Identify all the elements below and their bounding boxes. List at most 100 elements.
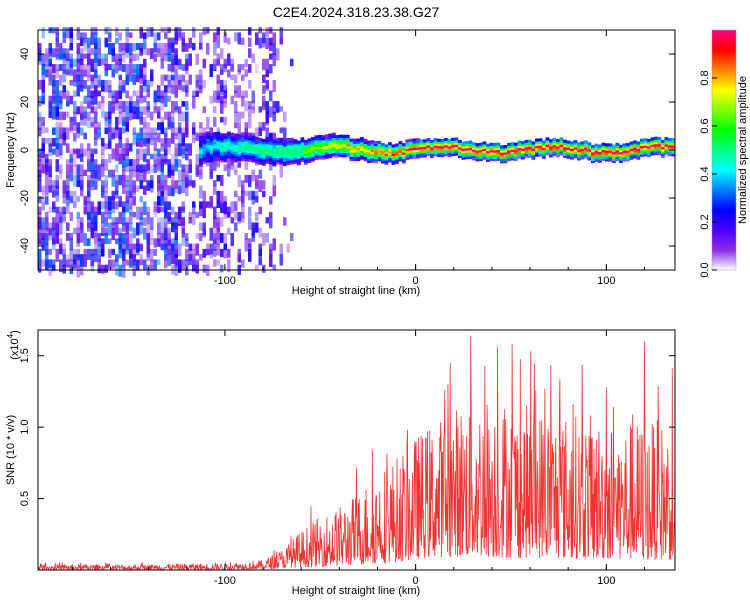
spectrogram-cell — [440, 145, 445, 149]
spectrogram-cell — [328, 142, 333, 146]
spectrogram-cell — [80, 48, 84, 61]
spectrogram-cell — [458, 139, 462, 144]
spectrogram-cell — [202, 106, 206, 114]
spectrogram-cell — [160, 95, 164, 104]
spectrogram-cell — [573, 153, 578, 157]
spectrogram-cell — [419, 154, 424, 158]
spectrogram-cell — [164, 238, 168, 250]
spectrogram-cell — [69, 64, 73, 75]
spectrogram-cell — [286, 161, 291, 166]
spectrogram-cell — [174, 27, 178, 40]
spectrogram-cell — [587, 155, 592, 159]
spectrogram-cell — [332, 149, 336, 154]
spectrogram-cell — [423, 152, 427, 156]
spectrogram-cell — [514, 157, 518, 161]
spectrogram-cell — [132, 180, 136, 193]
spectrogram-cell — [108, 222, 112, 236]
spectrogram-cell — [104, 180, 108, 193]
spectrogram-cell — [185, 90, 189, 97]
spectrogram-cell — [181, 217, 185, 226]
spectrogram-cell — [552, 139, 557, 144]
spectrogram-cell — [293, 145, 298, 149]
spectrogram-cell — [129, 243, 133, 252]
spectrogram-cell — [62, 48, 66, 59]
snr-x-axis-label: Height of straight line (km) — [292, 585, 420, 597]
spectrogram-cell — [283, 152, 287, 156]
spectrogram-cell — [640, 143, 644, 147]
spectrogram-cell — [433, 146, 438, 150]
spectrogram-cell — [342, 154, 347, 158]
spectrogram-cell — [619, 151, 623, 155]
spectrogram-cell — [307, 149, 312, 153]
spectrogram-cell — [153, 127, 157, 135]
spectrogram-cell — [636, 152, 641, 156]
spectrogram-cell — [209, 139, 214, 143]
spectrogram-cell — [118, 101, 122, 109]
spectrogram-cell — [202, 143, 207, 147]
spectrogram-cell — [339, 136, 343, 140]
spectrogram-cell — [83, 148, 87, 157]
spectrogram-cell — [80, 254, 84, 267]
spectrogram-cell — [234, 90, 238, 98]
spectrogram-cell — [405, 143, 410, 147]
spectrogram-cell — [563, 141, 567, 146]
spectrogram-cell — [241, 143, 245, 147]
spectrogram-cell — [167, 64, 171, 72]
spectrogram-cell — [160, 153, 164, 167]
spectrogram-cell — [244, 142, 249, 147]
spectrogram-cell — [94, 37, 98, 49]
spectrogram-cell — [125, 259, 129, 266]
spectrogram-cell — [283, 147, 287, 152]
spectrogram-cell — [283, 143, 287, 147]
spectrogram-cell — [598, 159, 602, 163]
spectrogram-cell — [300, 150, 305, 154]
snr-x-ticks: -100 0 100 — [71, 330, 645, 587]
spectrogram-cell — [139, 148, 143, 161]
spectrogram-cell — [654, 143, 658, 147]
spectrogram-cell — [608, 147, 613, 151]
spectrogram-cell — [346, 145, 350, 149]
spectrogram-cell — [447, 153, 452, 158]
spectrogram-cell — [192, 243, 196, 251]
spectrogram-cell — [101, 201, 105, 210]
spectrogram-cell — [573, 140, 578, 144]
spectrogram-cell — [202, 154, 207, 158]
spectrogram-cell — [279, 155, 284, 159]
spectrogram-cell — [290, 137, 294, 141]
spectrogram-cell — [384, 159, 389, 163]
spectrogram-cell — [538, 149, 543, 153]
spectrogram-cell — [150, 48, 154, 60]
spectrogram-cell — [272, 42, 276, 55]
spectrogram-cell — [447, 149, 452, 153]
spectrogram-cell — [251, 90, 255, 104]
spectrogram-cell — [398, 156, 403, 160]
spectrogram-cell — [342, 134, 347, 138]
spectrogram-cell — [332, 154, 336, 158]
spectrogram-cell — [164, 254, 168, 261]
spectrogram-cell — [73, 227, 77, 235]
spectrogram-cell — [594, 147, 599, 152]
spectrogram-cell — [321, 156, 326, 160]
spectrogram-cell — [440, 151, 445, 156]
spectrogram-cell — [643, 138, 648, 142]
spectrogram-cell — [216, 42, 220, 49]
spectrogram-cell — [328, 133, 333, 137]
spectrogram-cell — [213, 155, 217, 160]
spectrogram-cell — [220, 233, 224, 243]
spectrogram-cell — [146, 85, 150, 92]
spectrogram-cell — [111, 64, 115, 77]
spectrogram-cell — [125, 90, 129, 99]
spectrogram-cell — [465, 153, 469, 158]
spectrogram-cell — [150, 248, 154, 255]
spectrogram-cell — [143, 138, 147, 147]
spectrogram-cell — [251, 142, 256, 146]
spectrogram-cell — [265, 154, 270, 158]
spectrogram-cell — [388, 157, 392, 161]
spectrogram-cell — [286, 148, 291, 153]
spectrogram-cell — [262, 162, 266, 166]
spectrogram-cell — [195, 164, 199, 176]
spectrogram-cell — [241, 259, 245, 268]
spectrogram-cell — [164, 90, 168, 97]
spectrogram-cell — [244, 145, 249, 149]
spectrogram-cell — [83, 69, 87, 77]
